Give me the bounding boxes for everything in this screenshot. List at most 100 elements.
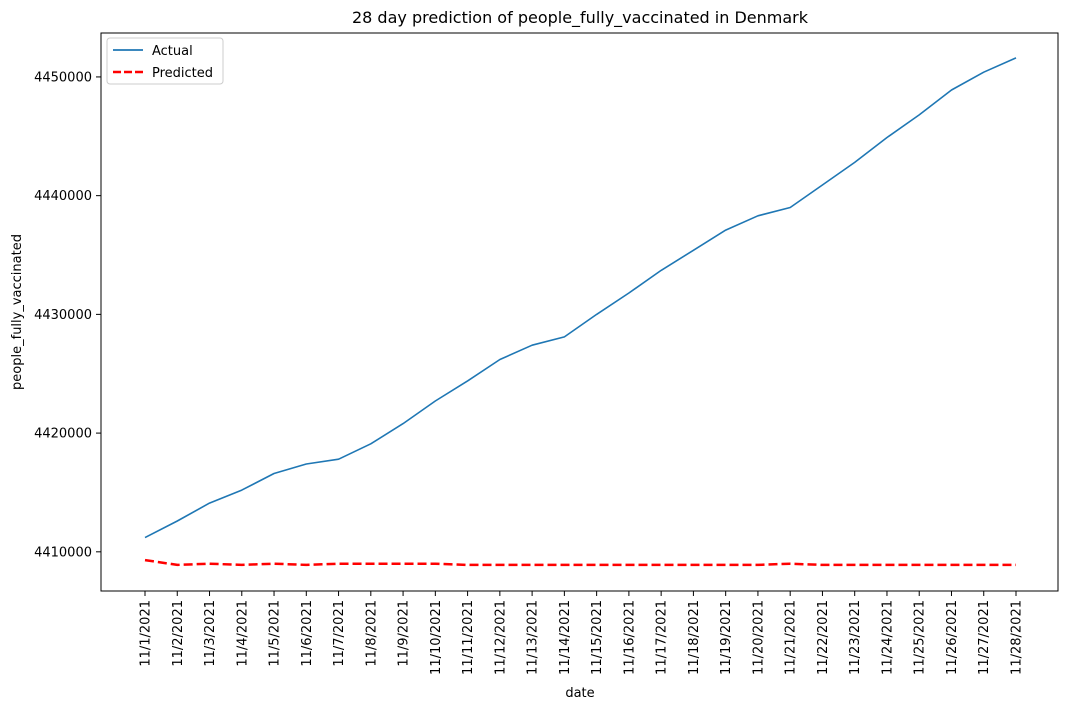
data-point: [693, 250, 694, 251]
x-tick-label: 11/17/2021: [655, 600, 670, 675]
series-line-predicted: [144, 558, 1016, 567]
data-point: [693, 564, 694, 565]
x-tick-label: 11/27/2021: [977, 600, 992, 675]
x-tick-label: 11/14/2021: [558, 600, 573, 675]
x-tick-label: 11/2/2021: [171, 600, 186, 667]
data-point: [854, 564, 855, 565]
data-point: [467, 564, 468, 565]
plot-area: 4410000 4420000 4430000 4440000 4450000 11/1…: [34, 32, 1059, 675]
data-point: [435, 400, 436, 401]
data-point: [402, 563, 403, 564]
data-point: [370, 443, 371, 444]
data-point: [467, 380, 468, 381]
x-tick-label: 11/25/2021: [913, 600, 928, 675]
data-point: [273, 563, 274, 564]
data-point: [886, 137, 887, 138]
data-point: [661, 564, 662, 565]
data-point: [338, 459, 339, 460]
x-tick-label: 11/22/2021: [816, 600, 831, 675]
data-point: [596, 564, 597, 565]
series-lines: [144, 57, 1017, 567]
x-tick-label: 11/23/2021: [848, 600, 863, 675]
data-point: [532, 345, 533, 346]
data-point: [241, 489, 242, 490]
legend-label-predicted: Predicted: [152, 66, 213, 81]
x-tick-label: 11/21/2021: [784, 600, 799, 675]
data-point: [661, 270, 662, 271]
x-tick-label: 11/1/2021: [139, 600, 154, 667]
data-point: [499, 564, 500, 565]
x-tick-label: 11/7/2021: [332, 600, 347, 667]
data-point: [241, 564, 242, 565]
x-tick-label: 11/11/2021: [461, 600, 476, 675]
series-line-actual: [144, 57, 1017, 539]
legend-label-actual: Actual: [152, 44, 193, 59]
x-tick-label: 11/8/2021: [364, 600, 379, 667]
data-point: [886, 564, 887, 565]
data-point: [209, 563, 210, 564]
data-point: [338, 563, 339, 564]
data-point: [144, 560, 145, 561]
data-point: [951, 89, 952, 90]
x-tick-label: 11/12/2021: [493, 600, 508, 675]
data-point: [757, 564, 758, 565]
x-tick-label: 11/18/2021: [687, 600, 702, 675]
data-point: [822, 564, 823, 565]
x-tick-label: 11/3/2021: [203, 600, 218, 667]
x-tick-label: 11/5/2021: [268, 600, 283, 667]
data-point: [919, 114, 920, 115]
y-tick-label: 4410000: [34, 545, 92, 560]
data-point: [1015, 564, 1016, 565]
x-axis: 11/1/2021 11/2/2021 11/3/2021 11/4/2021 11/5…: [139, 591, 1025, 675]
data-point: [725, 564, 726, 565]
x-tick-label: 11/28/2021: [1010, 600, 1025, 675]
data-point: [790, 207, 791, 208]
x-axis-label: date: [565, 686, 594, 701]
data-point: [564, 336, 565, 337]
x-tick-label: 11/4/2021: [235, 600, 250, 667]
x-tick-label: 11/9/2021: [397, 600, 412, 667]
data-point: [564, 564, 565, 565]
data-point: [532, 564, 533, 565]
data-point: [983, 564, 984, 565]
data-point: [306, 564, 307, 565]
y-axis: 4410000 4420000 4430000 4440000 4450000: [34, 70, 101, 560]
x-tick-label: 11/20/2021: [751, 600, 766, 675]
data-point: [209, 503, 210, 504]
data-point: [273, 473, 274, 474]
x-tick-label: 11/24/2021: [880, 600, 895, 675]
data-point: [306, 463, 307, 464]
y-tick-label: 4450000: [34, 70, 92, 85]
data-point: [402, 423, 403, 424]
chart-title: 28 day prediction of people_fully_vaccin…: [352, 8, 809, 28]
y-tick-label: 4440000: [34, 189, 92, 204]
data-point: [370, 563, 371, 564]
data-point: [822, 184, 823, 185]
plot-frame: [100, 32, 1059, 592]
data-point: [177, 520, 178, 521]
data-point: [596, 314, 597, 315]
data-point: [757, 215, 758, 216]
y-axis-label: people_fully_vaccinated: [10, 234, 25, 390]
x-tick-label: 11/15/2021: [590, 600, 605, 675]
y-tick-label: 4420000: [34, 427, 92, 442]
x-tick-label: 11/19/2021: [719, 600, 734, 675]
x-tick-label: 11/10/2021: [429, 600, 444, 675]
x-tick-label: 11/26/2021: [945, 600, 960, 675]
x-tick-label: 11/13/2021: [526, 600, 541, 675]
data-point: [1015, 57, 1016, 58]
data-point: [983, 72, 984, 73]
data-point: [725, 229, 726, 230]
data-point: [854, 162, 855, 163]
data-point: [628, 292, 629, 293]
data-point: [919, 564, 920, 565]
y-tick-label: 4430000: [34, 308, 92, 323]
x-tick-label: 11/6/2021: [300, 600, 315, 667]
legend: Actual Predicted: [106, 37, 224, 85]
data-point: [144, 537, 145, 538]
data-point: [435, 563, 436, 564]
data-point: [790, 563, 791, 564]
data-point: [628, 564, 629, 565]
x-tick-label: 11/16/2021: [622, 600, 637, 675]
